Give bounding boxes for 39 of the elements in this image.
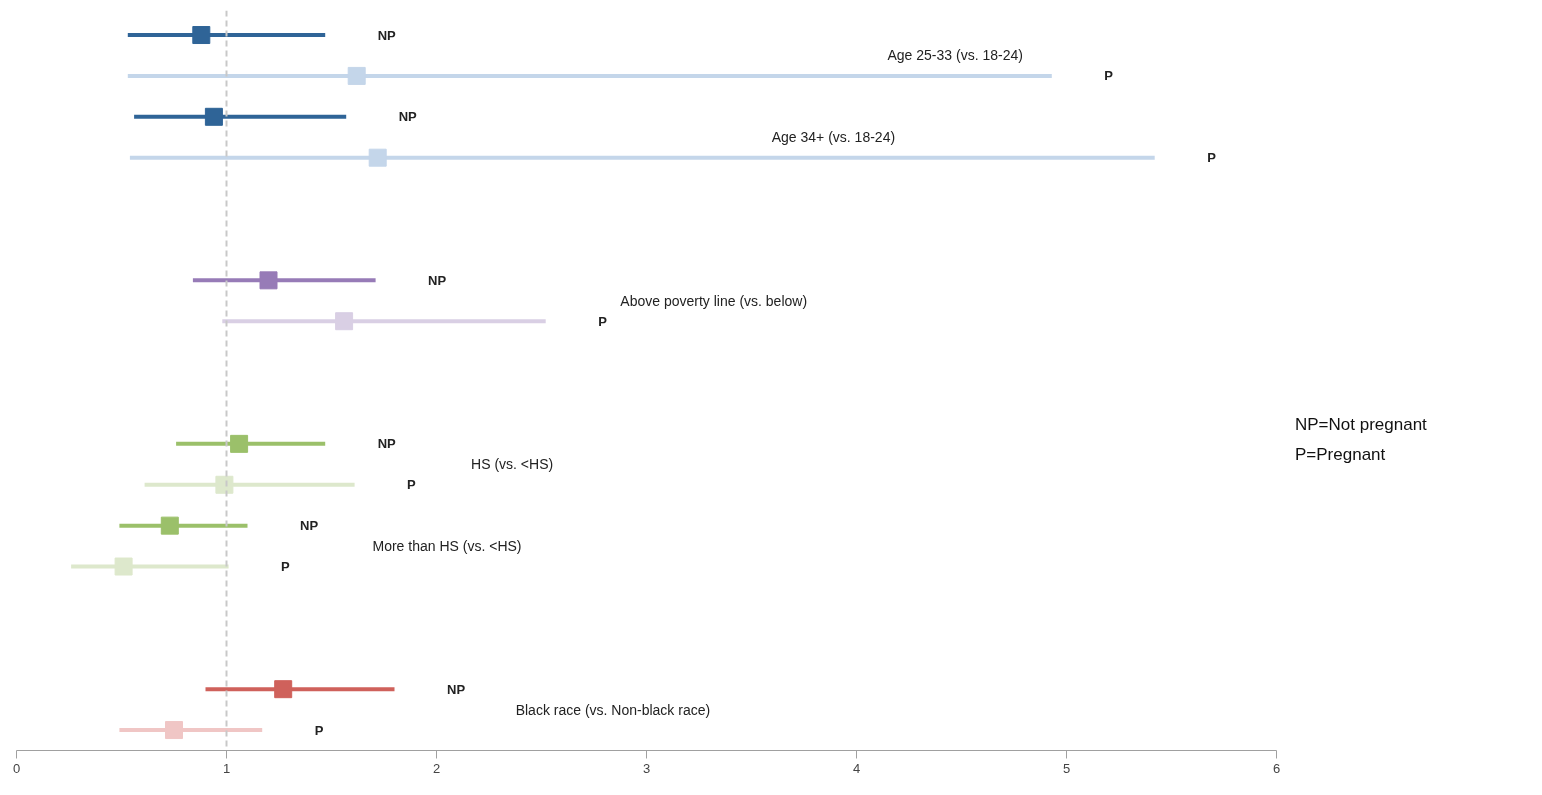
point	[347, 66, 366, 85]
point	[192, 26, 211, 45]
x-tick-label: 2	[432, 760, 441, 776]
point	[160, 516, 179, 535]
point	[368, 148, 387, 167]
text: NP=Not pregnant	[1295, 415, 1427, 434]
annotation: Age 25-33 (vs. 18-24)	[887, 47, 1023, 64]
point	[215, 475, 234, 494]
x-tick-label: 1	[222, 760, 231, 776]
annotation: Above poverty line (vs. below)	[620, 292, 808, 309]
text: P	[281, 559, 291, 575]
x-tick-label: 5	[1062, 760, 1071, 776]
text: NP	[447, 681, 466, 697]
text: NP	[398, 109, 418, 125]
x-tick-label: 3	[642, 760, 651, 776]
point	[204, 107, 223, 126]
text: P=Pregnant	[1295, 445, 1386, 464]
x-tick-label: 0	[12, 760, 21, 776]
point	[165, 721, 183, 740]
text: NP	[300, 518, 319, 534]
text: NP	[428, 272, 447, 288]
annotation: Age 34+ (vs. 18-24)	[771, 129, 896, 146]
text: P	[598, 313, 608, 329]
text: P	[1104, 68, 1114, 84]
point	[259, 271, 278, 290]
annotation: Black race (vs. Non-black race)	[515, 701, 711, 718]
text: NP	[377, 436, 397, 452]
annotation: More than HS (vs. <HS)	[372, 538, 522, 555]
annotation: HS (vs. <HS)	[471, 456, 554, 473]
x-tick-label: 6	[1272, 760, 1281, 776]
point	[114, 557, 133, 576]
text: P	[1207, 150, 1217, 166]
point	[274, 680, 293, 699]
point	[335, 312, 354, 331]
text: NP	[377, 27, 397, 43]
x-tick-label: 4	[852, 760, 861, 776]
point	[230, 434, 249, 453]
text: P	[314, 722, 324, 738]
text: P	[407, 477, 417, 493]
